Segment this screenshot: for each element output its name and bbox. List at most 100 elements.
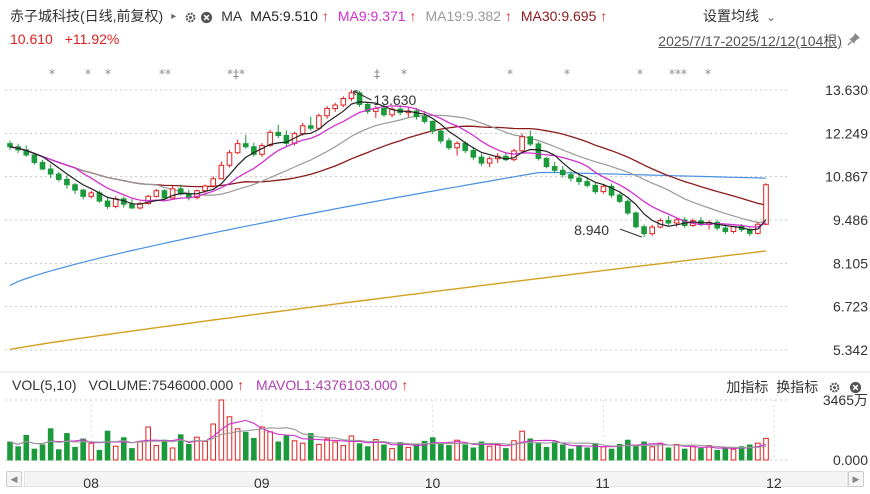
candle-body: [576, 177, 582, 183]
add-indicator-button[interactable]: 加指标: [726, 379, 769, 395]
volume-bar: [576, 445, 582, 461]
candle-body: [763, 184, 769, 225]
volume-tools: 加指标 换指标: [722, 377, 862, 397]
x-tick-label: 08: [83, 475, 99, 491]
volume-bar: [738, 446, 745, 461]
volume-bar: [316, 443, 322, 461]
volume-bar: [462, 444, 469, 461]
gear-icon[interactable]: [828, 381, 841, 394]
volume-bar: [234, 428, 241, 461]
pin-icon[interactable]: [847, 32, 861, 46]
volume-bar: [527, 438, 534, 461]
volume-bar: [470, 447, 477, 461]
volume-bar: [186, 443, 192, 461]
high-marker-arrow: [353, 90, 372, 101]
volume-bar: [259, 426, 265, 461]
ma-item-arrow: ↑: [596, 8, 608, 24]
candle-body: [356, 92, 363, 105]
volume-bar: [446, 445, 452, 461]
candle-body: [559, 169, 566, 176]
ma5-line: [9, 101, 767, 231]
switch-indicator-button[interactable]: 换指标: [776, 379, 819, 395]
volume-value: VOLUME:7546000.000 ↑: [88, 377, 244, 393]
chart-scrollbar[interactable]: [24, 471, 848, 487]
close-icon[interactable]: [200, 11, 213, 24]
candle-body: [234, 143, 241, 154]
volume-bar: [64, 433, 70, 461]
volume-bar: [80, 438, 86, 461]
volume-bar: [275, 441, 282, 461]
candle-body: [47, 168, 54, 175]
candle-body: [446, 140, 452, 149]
volume-bar: [690, 446, 696, 461]
candle-body: [55, 173, 62, 180]
volume-bar: [519, 430, 525, 461]
price-tick-label: 10.867: [825, 169, 868, 185]
volume-bar: [72, 446, 78, 461]
volume-bar: [608, 448, 615, 461]
candle-body: [72, 184, 78, 191]
volume-bar: [405, 446, 412, 461]
date-range[interactable]: 2025/7/17-2025/12/12(104根): [658, 33, 842, 49]
title-caret-icon[interactable]: ▸: [171, 10, 177, 22]
ma-item-label: MA9:9.371: [337, 8, 406, 24]
volume-bar: [714, 449, 721, 461]
volume-bar: [389, 448, 395, 461]
change-percent: +11.92%: [64, 31, 120, 47]
candle-body: [649, 226, 655, 235]
volume-bar: [730, 448, 737, 461]
candle-body: [592, 184, 599, 193]
gear-icon[interactable]: [184, 11, 197, 24]
close-icon[interactable]: [849, 381, 862, 394]
volume-bar: [511, 440, 517, 461]
event-marker: ***: [669, 67, 687, 81]
volume-bar: [438, 442, 444, 461]
candle-body: [633, 212, 639, 228]
event-marker: *: [105, 67, 111, 81]
event-marker: *: [85, 67, 91, 81]
volume-bar: [763, 437, 769, 461]
scroll-right-button[interactable]: ▶: [848, 471, 864, 487]
chevron-down-icon: ⌄: [765, 10, 776, 24]
volume-bar: [88, 442, 95, 461]
volume-bar: [413, 443, 420, 461]
ma-settings-button[interactable]: 设置均线 ⌄: [703, 6, 776, 26]
volume-bar: [7, 441, 13, 461]
price-volume-chart[interactable]: 13.630 12.249 10.867 9.486 8.105 6.723 5.342 34…: [0, 54, 870, 474]
candle-body: [324, 108, 330, 117]
ma-item-arrow: ↑: [405, 8, 417, 24]
candle-body: [568, 174, 574, 179]
mavol-arrow: ↑: [401, 377, 409, 393]
candle-body: [364, 103, 371, 112]
event-marker: *: [49, 67, 55, 81]
price-tick-label: 6.723: [833, 299, 868, 315]
mavol-value-text: MAVOL1:4376103.000: [256, 377, 398, 393]
event-marker: *: [637, 67, 643, 81]
volume-bar: [364, 446, 371, 461]
ma-label: MA: [221, 8, 243, 24]
scroll-left-button[interactable]: ◀: [6, 471, 22, 487]
volume-header: VOL(5,10) VOLUME:7546000.000 ↑ MAVOL1:43…: [12, 377, 416, 393]
vol-indicator-label[interactable]: VOL(5,10): [12, 377, 77, 393]
stock-title[interactable]: 赤子城科技(日线,前复权): [10, 8, 164, 24]
volume-bar: [397, 442, 403, 461]
price-tick-label: 13.630: [825, 82, 868, 98]
ma9-line: [9, 105, 767, 228]
candle-body: [153, 190, 160, 197]
volume-bar: [478, 441, 485, 461]
volume-bar: [722, 447, 729, 461]
volume-bar: [324, 438, 330, 461]
candle-body: [137, 203, 143, 209]
volume-bar: [681, 448, 688, 461]
volume-bar: [202, 440, 208, 461]
volume-bar: [291, 440, 298, 461]
volume-bar: [283, 435, 290, 461]
candle-body: [251, 146, 257, 155]
event-marker: *‡*: [227, 67, 245, 81]
ma-item-label: MA5:9.510: [250, 8, 318, 24]
candle-body: [7, 143, 13, 148]
volume-bar: [226, 416, 233, 461]
candle-body: [316, 115, 322, 129]
candle-body: [242, 143, 249, 148]
ma-item-label: MA30:9.695: [520, 8, 597, 24]
